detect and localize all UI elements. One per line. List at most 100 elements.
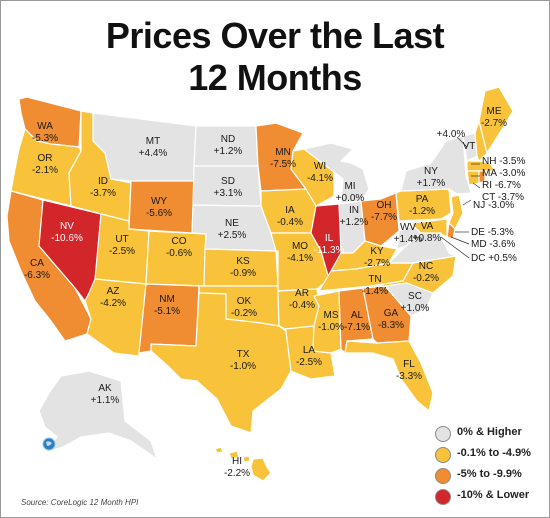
state-value-il: -11.3% bbox=[314, 245, 345, 256]
state-label-nh: NH -3.5% bbox=[482, 156, 525, 167]
state-label-dc: DC +0.5% bbox=[471, 253, 517, 264]
state-abbr-ut: UT bbox=[115, 234, 128, 245]
state-abbr-wa: WA bbox=[37, 121, 53, 132]
state-abbr-il: IL bbox=[325, 233, 334, 244]
state-value-ia: -0.4% bbox=[277, 217, 303, 228]
state-hi[interactable] bbox=[214, 446, 272, 482]
state-abbr-al: AL bbox=[351, 310, 364, 321]
state-value-nm: -5.1% bbox=[154, 306, 180, 317]
state-value-ak: +1.1% bbox=[91, 395, 120, 406]
state-abbr-nd: ND bbox=[221, 134, 235, 145]
state-fl[interactable] bbox=[344, 340, 434, 412]
state-abbr-mi: MI bbox=[344, 181, 355, 192]
state-mi[interactable] bbox=[303, 142, 370, 204]
state-abbr-ks: KS bbox=[236, 256, 250, 267]
globe-logo-icon bbox=[42, 437, 56, 451]
state-label-de: DE -5.3% bbox=[471, 227, 514, 238]
state-value-ne: +2.5% bbox=[218, 230, 247, 241]
state-abbr-ms: MS bbox=[324, 310, 339, 321]
state-value-wi: -4.1% bbox=[307, 173, 333, 184]
state-value-mn: -7.5% bbox=[270, 159, 296, 170]
state-label-ma: MA -3.0% bbox=[482, 168, 525, 179]
state-abbr-nc: NC bbox=[419, 261, 433, 272]
state-value-ca: -6.3% bbox=[24, 270, 50, 281]
state-value-me: -2.7% bbox=[481, 118, 507, 129]
state-abbr-ny: NY bbox=[424, 166, 438, 177]
legend-label: -0.1% to -4.9% bbox=[457, 447, 531, 459]
state-value-nc: -0.2% bbox=[413, 273, 439, 284]
state-value-ga: -8.3% bbox=[378, 320, 404, 331]
state-label-nj: NJ -3.0% bbox=[473, 200, 514, 211]
state-nh[interactable] bbox=[474, 120, 488, 162]
source-note: Source: CoreLogic 12 Month HPI bbox=[21, 498, 139, 507]
state-abbr-az: AZ bbox=[107, 286, 120, 297]
state-value-ky: -2.7% bbox=[364, 258, 390, 269]
state-value-la: -2.5% bbox=[296, 357, 322, 368]
state-ny[interactable] bbox=[400, 135, 472, 195]
state-abbr-oh: OH bbox=[377, 200, 392, 211]
state-abbr-wy: WY bbox=[151, 196, 167, 207]
state-value-ms: -1.0% bbox=[318, 322, 344, 333]
leader-lines bbox=[440, 136, 481, 259]
state-tx[interactable] bbox=[150, 292, 292, 434]
state-value-id: -3.7% bbox=[90, 188, 116, 199]
state-value-mi: +0.0% bbox=[336, 193, 365, 204]
state-abbr-fl: FL bbox=[403, 359, 415, 370]
state-abbr-or: OR bbox=[38, 153, 53, 164]
state-value-sd: +3.1% bbox=[214, 188, 243, 199]
legend-label: -5% to -9.9% bbox=[457, 468, 522, 480]
state-value-al: -7.1% bbox=[344, 322, 370, 333]
state-value-hi: -2.2% bbox=[224, 468, 250, 479]
state-value-ny: +1.7% bbox=[417, 178, 446, 189]
state-ak[interactable] bbox=[38, 370, 158, 460]
state-value-fl: -3.3% bbox=[396, 371, 422, 382]
legend-swatch bbox=[435, 489, 451, 505]
state-value-ok: -0.2% bbox=[231, 308, 257, 319]
state-value-nv: -10.6% bbox=[51, 233, 83, 244]
state-abbr-tn: TN bbox=[368, 274, 381, 285]
state-value-az: -4.2% bbox=[100, 298, 126, 309]
state-abbr-mn: MN bbox=[275, 147, 291, 158]
state-value-wy: -5.6% bbox=[146, 208, 172, 219]
state-value-sc: +1.0% bbox=[401, 303, 430, 314]
state-label-ri: RI -6.7% bbox=[482, 180, 521, 191]
state-label-md: MD -3.6% bbox=[471, 239, 516, 250]
state-value-or: -2.1% bbox=[32, 165, 58, 176]
state-abbr-tx: TX bbox=[237, 349, 250, 360]
state-label-ct: CT -3.7% bbox=[482, 192, 524, 203]
legend-row-0: 0% & Higher bbox=[433, 425, 549, 443]
state-value-co: -0.6% bbox=[166, 248, 192, 259]
legend-swatch bbox=[435, 468, 451, 484]
legend-swatch bbox=[435, 447, 451, 463]
state-abbr-ga: GA bbox=[384, 308, 399, 319]
state-value-mt: +4.4% bbox=[139, 148, 168, 159]
state-value-ut: -2.5% bbox=[109, 246, 135, 257]
state-abbr-id: ID bbox=[98, 176, 108, 187]
state-value-nd: +1.2% bbox=[214, 146, 243, 157]
state-abbr-mo: MO bbox=[292, 241, 308, 252]
state-value-ks: -0.9% bbox=[230, 268, 256, 279]
state-nc[interactable] bbox=[370, 255, 457, 294]
state-abbr-co: CO bbox=[172, 236, 187, 247]
state-value-pa: -1.2% bbox=[409, 206, 435, 217]
state-ri[interactable] bbox=[478, 170, 486, 184]
state-abbr-nv: NV bbox=[60, 221, 74, 232]
state-value-oh: -7.7% bbox=[371, 212, 397, 223]
state-value-tn: -1.4% bbox=[362, 286, 388, 297]
state-abbr-mt: MT bbox=[146, 136, 160, 147]
state-value-va: +0.8% bbox=[413, 233, 442, 244]
state-abbr-ca: CA bbox=[30, 258, 44, 269]
state-ct[interactable] bbox=[466, 170, 480, 186]
state-abbr-ne: NE bbox=[225, 218, 239, 229]
state-me[interactable] bbox=[478, 86, 514, 154]
state-value-wv: +1.4% bbox=[394, 234, 423, 245]
state-abbr-ok: OK bbox=[237, 296, 252, 307]
state-abbr-va: VA bbox=[421, 221, 434, 232]
state-abbr-ar: AR bbox=[295, 288, 309, 299]
state-abbr-in: IN bbox=[349, 205, 359, 216]
state-de[interactable] bbox=[446, 222, 456, 240]
state-wy[interactable] bbox=[128, 180, 195, 234]
legend-label: 0% & Higher bbox=[457, 426, 522, 438]
